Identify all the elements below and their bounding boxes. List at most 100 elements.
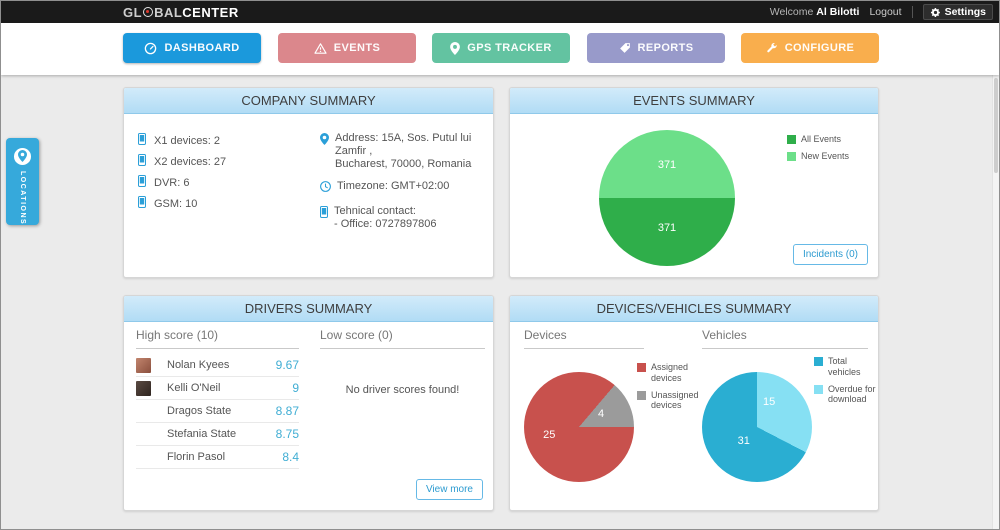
incidents-button[interactable]: Incidents (0) xyxy=(792,244,868,265)
driver-name: Dragos State xyxy=(167,405,232,417)
devices-pie-chart: 25 4 xyxy=(524,372,634,482)
scrollbar-thumb[interactable] xyxy=(994,78,998,173)
map-pin-icon xyxy=(14,148,31,165)
device-icon xyxy=(138,175,146,190)
main-nav: DASHBOARD EVENTS GPS TRACKER REPORTS CON… xyxy=(1,23,999,75)
legend-item: Total vehicles xyxy=(814,356,876,378)
driver-score: 8.75 xyxy=(275,427,299,441)
devices-legend: Assigned devices Unassigned devices xyxy=(637,362,699,412)
topbar-right: Welcome Al Bilotti Logout Settings xyxy=(770,1,993,23)
logout-link[interactable]: Logout xyxy=(869,6,902,18)
driver-row: Stefania State 8.75 xyxy=(136,423,299,446)
driver-row: Dragos State 8.87 xyxy=(136,400,299,423)
gauge-icon xyxy=(144,42,157,55)
driver-avatar xyxy=(136,357,151,373)
device-count-row: X2 devices: 27 xyxy=(138,154,226,169)
legend-swatch xyxy=(814,384,823,394)
driver-avatar xyxy=(136,404,151,419)
locations-tab[interactable]: LOCATIONS xyxy=(6,138,39,225)
legend-swatch xyxy=(787,151,796,161)
map-pin-icon xyxy=(320,132,329,171)
logo-text-pre: GL xyxy=(123,4,143,20)
scrollbar[interactable] xyxy=(992,75,999,529)
events-legend: All Events New Events xyxy=(787,134,867,162)
vehicles-pie-chart: 15 31 xyxy=(702,372,812,482)
view-more-button[interactable]: View more xyxy=(415,479,483,500)
logo-text-mid: BAL xyxy=(154,4,183,20)
gear-icon xyxy=(930,7,941,18)
driver-row: Kelli O'Neil 9 xyxy=(136,377,299,400)
legend-item: Unassigned devices xyxy=(637,390,699,412)
legend-swatch xyxy=(637,390,646,400)
driver-score: 8.4 xyxy=(282,450,299,464)
globe-icon xyxy=(143,7,154,17)
phone-icon xyxy=(320,205,328,231)
app-logo: GL BAL CENTER xyxy=(123,1,239,23)
wrench-icon xyxy=(766,42,778,54)
driver-score: 9 xyxy=(292,381,299,395)
company-summary-panel: COMPANY SUMMARY X1 devices: 2 X2 devices… xyxy=(123,87,494,278)
driver-avatar xyxy=(136,427,151,442)
pie-value-label: 371 xyxy=(657,159,677,172)
timezone-row: Timezone: GMT+02:00 xyxy=(320,180,484,196)
high-score-header: High score (10) xyxy=(136,328,299,349)
no-scores-message: No driver scores found! xyxy=(345,384,460,396)
tag-icon xyxy=(619,42,631,54)
clock-icon xyxy=(320,180,331,196)
drivers-summary-panel: DRIVERS SUMMARY High score (10) Low scor… xyxy=(123,295,494,511)
legend-swatch xyxy=(637,363,646,372)
locations-tab-label: LOCATIONS xyxy=(19,170,26,225)
driver-avatar xyxy=(136,380,151,396)
devices-header: Devices xyxy=(524,328,644,349)
vehicles-legend: Total vehicles Overdue for download xyxy=(814,356,876,405)
driver-row: Florin Pasol 8.4 xyxy=(136,446,299,469)
nav-configure[interactable]: CONFIGURE xyxy=(741,33,879,63)
device-count-row: GSM: 10 xyxy=(138,196,197,211)
low-score-header: Low score (0) xyxy=(320,328,485,349)
nav-gps-tracker[interactable]: GPS TRACKER xyxy=(432,33,570,63)
topbar: GL BAL CENTER Welcome Al Bilotti Logout Se… xyxy=(1,1,999,23)
driver-avatar xyxy=(136,450,151,465)
driver-name: Stefania State xyxy=(167,428,237,440)
legend-item: Assigned devices xyxy=(637,362,697,384)
driver-name: Kelli O'Neil xyxy=(167,382,221,394)
address-row: Address: 15A, Sos. Putul lui Zamfir , Buc… xyxy=(320,132,484,171)
panel-title: DEVICES/VEHICLES SUMMARY xyxy=(510,296,878,322)
warning-icon xyxy=(314,42,327,55)
company-contact-block: Address: 15A, Sos. Putul lui Zamfir , Buc… xyxy=(320,132,484,240)
divider xyxy=(911,6,913,18)
logo-text-bold: CENTER xyxy=(182,4,239,20)
legend-swatch xyxy=(787,135,796,144)
panel-title: COMPANY SUMMARY xyxy=(124,88,493,114)
nav-dashboard[interactable]: DASHBOARD xyxy=(123,33,261,63)
legend-swatch xyxy=(814,357,823,366)
driver-row: Nolan Kyees 9.67 xyxy=(136,354,299,377)
legend-item: All Events xyxy=(787,134,867,145)
pie-value-label: 31 xyxy=(737,435,750,448)
welcome-text: Welcome Al Bilotti xyxy=(769,6,860,18)
device-count-row: X1 devices: 2 xyxy=(138,133,220,148)
device-count-row: DVR: 6 xyxy=(138,175,189,190)
pie-value-label: 4 xyxy=(597,407,605,420)
driver-score: 9.67 xyxy=(275,358,299,372)
settings-button[interactable]: Settings xyxy=(922,4,993,20)
device-icon xyxy=(138,196,146,211)
driver-name: Florin Pasol xyxy=(167,451,226,463)
legend-item: Overdue for download xyxy=(814,384,876,406)
map-pin-icon xyxy=(450,41,461,55)
contact-row: Tehnical contact: - Office: 0727897806 xyxy=(320,205,484,231)
driver-score: 8.87 xyxy=(275,404,299,418)
legend-item: New Events xyxy=(787,151,867,162)
pie-value-label: 371 xyxy=(657,221,677,234)
nav-reports[interactable]: REPORTS xyxy=(587,33,725,63)
username: Al Bilotti xyxy=(816,6,860,18)
panel-title: EVENTS SUMMARY xyxy=(510,88,878,114)
pie-value-label: 25 xyxy=(543,428,556,441)
driver-name: Nolan Kyees xyxy=(167,359,230,371)
nav-events[interactable]: EVENTS xyxy=(278,33,416,63)
panel-title: DRIVERS SUMMARY xyxy=(124,296,493,322)
device-icon xyxy=(138,133,146,148)
devices-vehicles-panel: DEVICES/VEHICLES SUMMARY Devices Vehicle… xyxy=(509,295,879,511)
device-icon xyxy=(138,154,146,169)
